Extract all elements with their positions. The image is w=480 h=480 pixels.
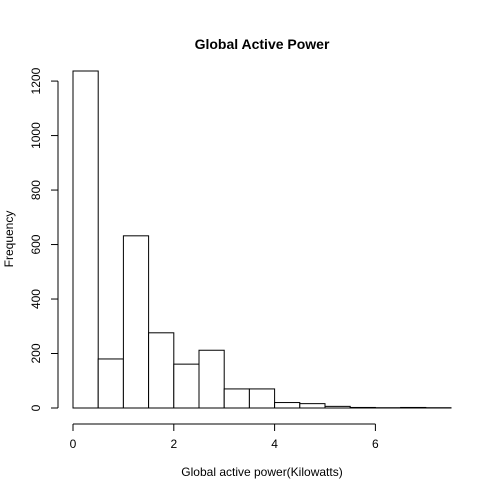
- histogram-bar-2: [123, 236, 148, 408]
- y-axis-label: Frequency: [2, 211, 16, 268]
- x-tick-label-2: 4: [271, 437, 278, 451]
- histogram-bar-5: [199, 350, 224, 408]
- y-tick-label-6: 1200: [29, 67, 43, 94]
- histogram-bar-4: [174, 364, 199, 408]
- chart-title: Global Active Power: [195, 36, 330, 52]
- x-tick-label-0: 0: [70, 437, 77, 451]
- y-tick-label-4: 800: [29, 180, 43, 200]
- y-tick-label-5: 1000: [29, 122, 43, 149]
- histogram-bars: [73, 71, 451, 408]
- histogram-bar-11: [350, 407, 375, 408]
- y-tick-label-1: 200: [29, 343, 43, 363]
- histogram-bar-13: [401, 407, 426, 408]
- histogram-bar-8: [275, 403, 300, 408]
- histogram-bar-10: [325, 406, 350, 408]
- y-axis: 0 200 400 600 800 1000 1200: [29, 67, 58, 411]
- y-tick-label-3: 600: [29, 234, 43, 254]
- histogram-bar-1: [98, 359, 123, 408]
- x-axis-label: Global active power(Kilowatts): [181, 465, 342, 479]
- y-tick-label-2: 400: [29, 289, 43, 309]
- histogram-bar-7: [249, 389, 274, 408]
- y-tick-label-0: 0: [29, 404, 43, 411]
- x-axis: 0 2 4 6: [70, 424, 379, 451]
- x-tick-label-1: 2: [170, 437, 177, 451]
- x-tick-label-3: 6: [372, 437, 379, 451]
- histogram-bar-0: [73, 71, 98, 408]
- histogram-bar-6: [224, 389, 249, 408]
- histogram-bar-9: [300, 404, 325, 408]
- histogram-bar-3: [149, 333, 174, 408]
